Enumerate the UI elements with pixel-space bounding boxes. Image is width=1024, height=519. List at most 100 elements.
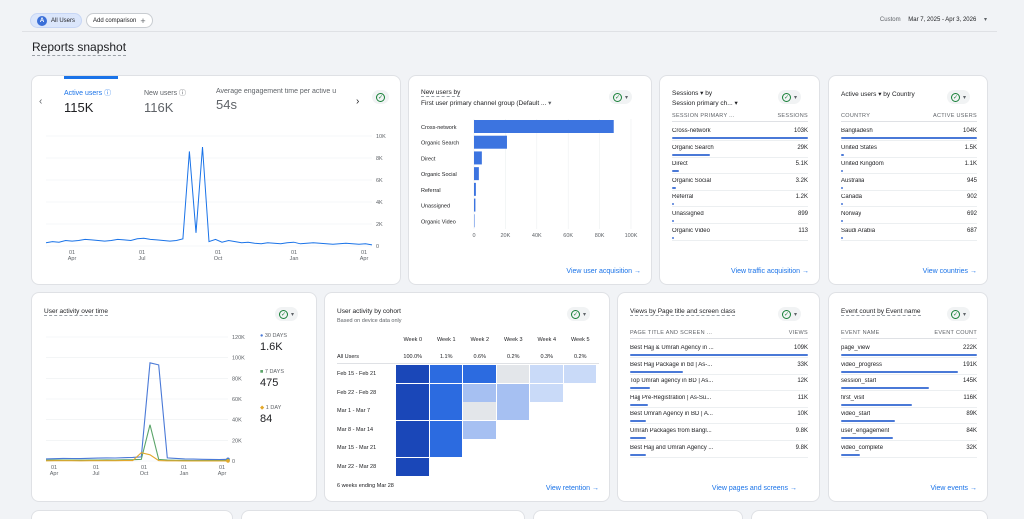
cohort-cell[interactable] (396, 458, 429, 476)
cohort-cell[interactable] (396, 383, 429, 402)
insights-check-button[interactable]: ✓ (372, 90, 389, 104)
metric-active-users[interactable]: Active users ⓘ 115K (64, 88, 111, 115)
table-row[interactable]: first_visit 116K (841, 392, 977, 408)
country-title[interactable]: Active users ▾ by Country (841, 91, 915, 98)
table-row[interactable]: Australia 945 (841, 175, 977, 191)
row-divider (841, 423, 977, 425)
segment-chip-all-users[interactable]: A All Users (30, 13, 83, 28)
y-tick-label: 100K (232, 356, 245, 362)
insights-check-button[interactable]: ✓ ▾ (275, 307, 299, 321)
table-row[interactable]: Top Umrah agency in BD | As... 12K (630, 375, 808, 392)
legend-30-days: ● 30 DAYS 1.6K (260, 333, 287, 353)
user-activity-title: User activity over time (44, 308, 108, 316)
table-row[interactable]: United Kingdom 1.1K (841, 158, 977, 175)
bar (474, 135, 507, 149)
table-row[interactable]: Saudi Arabia 687 (841, 225, 977, 241)
metric-new-users[interactable]: New users ⓘ 116K (144, 88, 186, 115)
cohort-cell[interactable] (530, 365, 563, 383)
view-countries-link[interactable]: View countries → (922, 268, 977, 275)
row-divider (841, 223, 977, 224)
row-divider (630, 440, 808, 441)
insights-check-button[interactable]: ✓ ▾ (778, 307, 802, 321)
row-label: Australia (841, 177, 865, 184)
cohort-cell[interactable] (463, 402, 496, 421)
table-row[interactable]: Organic Social 3.2K (672, 175, 808, 191)
all-users-value: 0.2% (573, 354, 587, 360)
row-label: Canada (841, 194, 863, 201)
metric-selector[interactable]: Sessions ▾ by (672, 90, 713, 97)
check-circle-icon: ✓ (951, 309, 960, 319)
view-pages-link[interactable]: View pages and screens → (711, 485, 797, 492)
insights-check-button[interactable]: ✓ ▾ (947, 90, 971, 104)
insights-check-button[interactable]: ✓ ▾ (778, 90, 802, 104)
cohort-row-label: Feb 22 - Feb 28 (337, 389, 377, 396)
help-icon: ⓘ (179, 90, 187, 97)
table-row[interactable]: video_complete 32K (841, 442, 977, 458)
table-row[interactable]: Canada 902 (841, 191, 977, 208)
cohort-cell[interactable] (396, 439, 429, 458)
view-events-link[interactable]: View events → (930, 485, 977, 492)
check-circle-icon: ✓ (951, 92, 960, 102)
table-row[interactable]: United States 1.5K (841, 142, 977, 158)
view-traffic-acquisition-link[interactable]: View traffic acquisition → (731, 268, 809, 275)
legend-label: 30 DAYS (264, 333, 288, 339)
table-row[interactable]: Bangladesh 104K (841, 125, 977, 141)
insights-check-button[interactable]: ✓ ▾ (567, 307, 591, 321)
cohort-cell[interactable] (463, 383, 496, 402)
dimension-selector[interactable]: First user primary channel group (Defaul… (421, 99, 551, 107)
add-comparison-button[interactable]: Add comparison + (86, 13, 153, 28)
cohort-cell[interactable] (396, 420, 429, 439)
row-value: 902 (966, 194, 977, 201)
cohort-cell[interactable] (396, 365, 429, 383)
table-row[interactable]: Referral 1.2K (672, 191, 808, 208)
cohort-cell[interactable] (429, 383, 463, 402)
row-bar (672, 203, 675, 206)
cohort-cell[interactable] (530, 383, 563, 402)
table-row[interactable]: user_engagement 84K (841, 425, 977, 441)
cohort-cell[interactable] (496, 365, 530, 383)
view-retention-link[interactable]: View retention → (545, 485, 599, 492)
table-row[interactable]: Cross-network 103K (672, 125, 808, 141)
table-row[interactable]: video_progress 191K (841, 359, 977, 375)
table-row[interactable]: Direct 5.1K (672, 158, 808, 175)
table-row[interactable]: Best Hajj and Umrah Agency ... 9.8K (630, 442, 808, 458)
column-header-dimension: PAGE TITLE AND SCREEN ... (630, 330, 713, 336)
row-label: Norway (841, 211, 862, 217)
table-row[interactable]: Best Hajj & Umrah Agency in ... 109K (630, 342, 808, 358)
cohort-cell[interactable] (563, 365, 597, 383)
table-row[interactable]: session_start 145K (841, 375, 977, 392)
insights-check-button[interactable]: ✓ ▾ (947, 307, 971, 321)
events-card: Event count by Event name ✓ ▾ EVENT NAME E… (828, 292, 988, 502)
cohort-cell[interactable] (463, 420, 496, 439)
row-value: 109K (793, 345, 808, 351)
metric-engagement-time[interactable]: Average engagement time per active u 54s (216, 88, 351, 112)
row-value: 104K (962, 128, 977, 134)
insights-check-button[interactable]: ✓ ▾ (609, 90, 633, 104)
cohort-cell[interactable] (496, 383, 530, 402)
date-range-picker[interactable]: Custom Mar 7, 2025 - Apr 3, 2026 ▾ (880, 16, 987, 23)
table-row[interactable]: page_view 222K (841, 342, 977, 358)
chevron-left-icon[interactable]: ‹ (39, 96, 43, 107)
cohort-cell[interactable] (396, 402, 429, 421)
table-row[interactable]: Hajj Pre-Registration | As-Su... 11K (630, 392, 808, 408)
row-label: Organic Search (672, 144, 714, 151)
cohort-cell[interactable] (496, 402, 530, 421)
view-user-acquisition-link[interactable]: View user acquisition → (566, 268, 641, 275)
dimension-selector[interactable]: Session primary ch... ▾ (672, 100, 738, 107)
cohort-cell[interactable] (463, 365, 496, 383)
table-row[interactable]: Norway 692 (841, 208, 977, 224)
table-row[interactable]: video_start 89K (841, 408, 977, 425)
table-row[interactable]: Unassigned 899 (672, 208, 808, 224)
table-row[interactable]: Organic Search 29K (672, 142, 808, 158)
cohort-cell[interactable] (429, 365, 463, 383)
table-row[interactable]: Best Hajj Package in bd | As-... 33K (630, 359, 808, 375)
table-row[interactable]: Best Umrah Agency in BD | A... 10K (630, 408, 808, 425)
cohort-cell[interactable] (429, 402, 463, 421)
chevron-right-icon[interactable]: › (356, 96, 360, 107)
table-row[interactable]: Organic Video 113 (672, 225, 808, 241)
row-value: 5.1K (795, 161, 808, 168)
row-value: 1.5K (964, 144, 977, 151)
cohort-cell[interactable] (429, 420, 463, 439)
table-row[interactable]: Umrah Packages from Bangl... 9.8K (630, 425, 808, 441)
cohort-cell[interactable] (429, 439, 463, 458)
